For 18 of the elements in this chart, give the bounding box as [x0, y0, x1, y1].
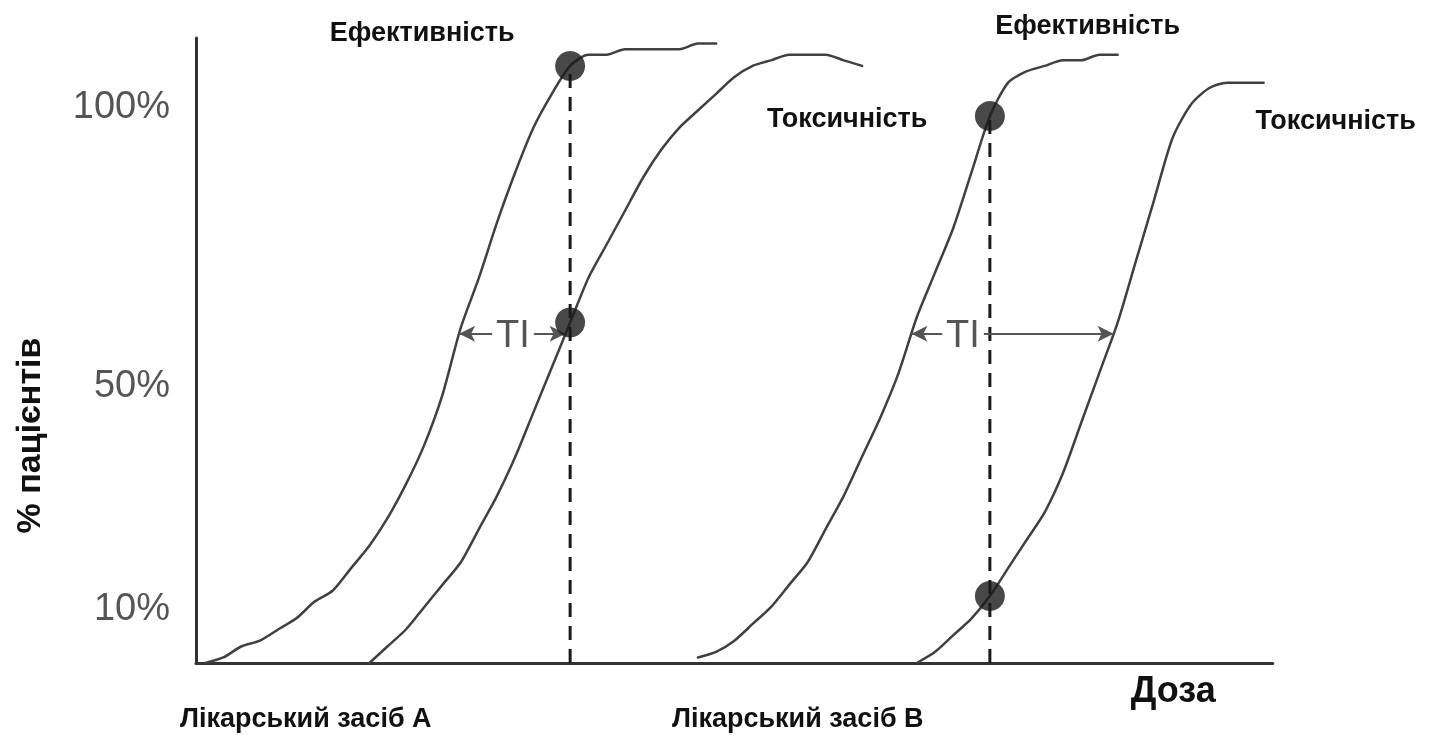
point [974, 101, 1005, 132]
series-label: Ефективність [995, 9, 1181, 40]
series-label: Токсичність [766, 102, 928, 133]
x-axis-title: Доза [1130, 668, 1217, 710]
point [555, 307, 586, 338]
series-label: Токсичність [1255, 104, 1416, 135]
point [974, 581, 1005, 612]
text: Ефективність [329, 16, 515, 47]
y-tick-label: 50% [93, 362, 170, 405]
text: Лікарський засіб В [672, 703, 924, 733]
text: Лікарський засіб А [180, 703, 432, 733]
annotation: TI [946, 312, 980, 355]
line-series [696, 53, 1119, 659]
y-tick-label: 100% [72, 83, 170, 126]
y-tick-label: 10% [93, 586, 170, 629]
point [555, 50, 586, 81]
y-axis-title: % пацієнтів [9, 337, 47, 534]
annotation: TI [496, 312, 530, 355]
